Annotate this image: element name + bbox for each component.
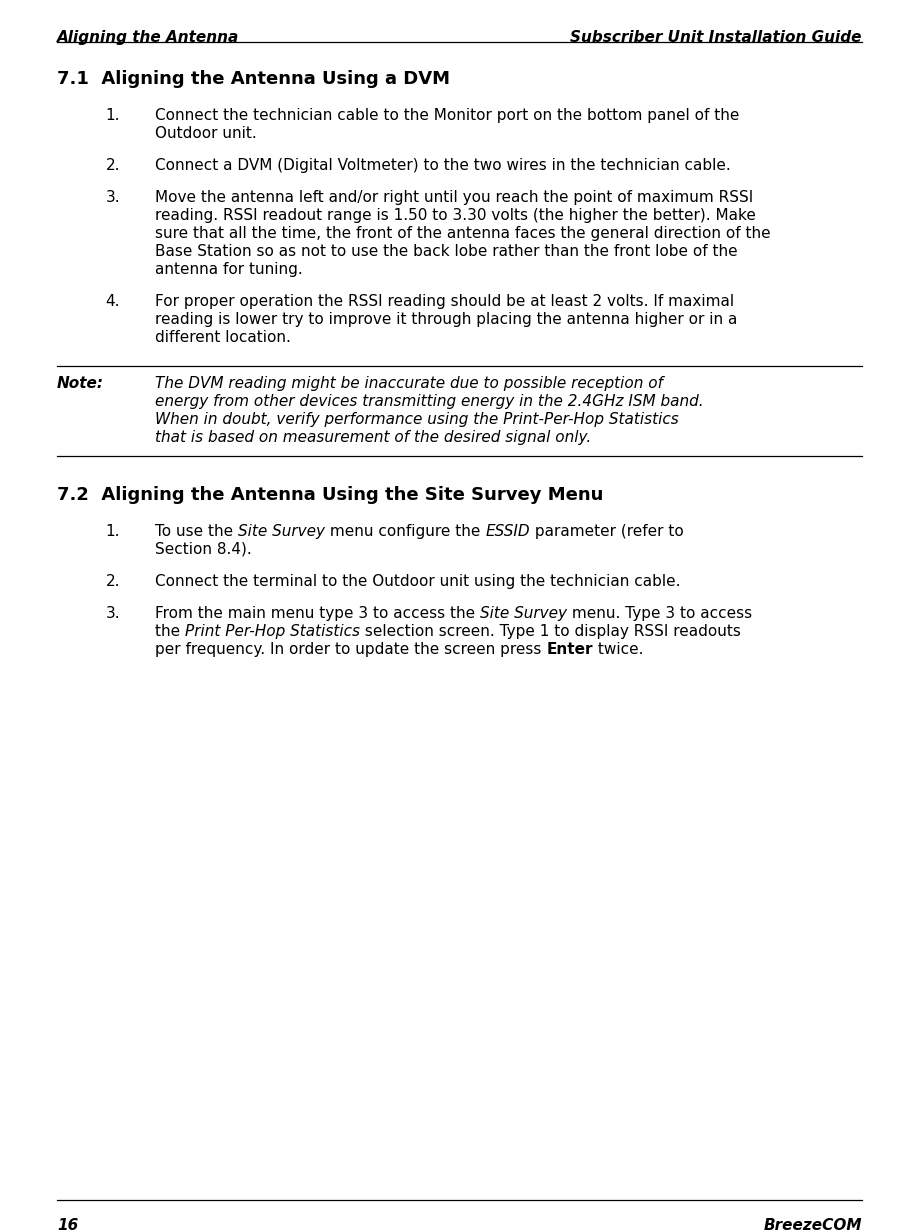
Text: Base Station so as not to use the back lobe rather than the front lobe of the: Base Station so as not to use the back l… bbox=[155, 244, 738, 259]
Text: Subscriber Unit Installation Guide: Subscriber Unit Installation Guide bbox=[570, 30, 862, 46]
Text: sure that all the time, the front of the antenna faces the general direction of : sure that all the time, the front of the… bbox=[155, 225, 770, 241]
Text: 3.: 3. bbox=[106, 190, 120, 205]
Text: Enter: Enter bbox=[547, 642, 593, 657]
Text: BreezeCOM: BreezeCOM bbox=[763, 1218, 862, 1232]
Text: Site Survey: Site Survey bbox=[480, 606, 567, 621]
Text: energy from other devices transmitting energy in the 2.4GHz ISM band.: energy from other devices transmitting e… bbox=[155, 394, 704, 409]
Text: the: the bbox=[155, 623, 185, 639]
Text: antenna for tuning.: antenna for tuning. bbox=[155, 262, 303, 277]
Text: Site Survey: Site Survey bbox=[238, 524, 325, 540]
Text: Note:: Note: bbox=[57, 376, 104, 391]
Text: reading is lower try to improve it through placing the antenna higher or in a: reading is lower try to improve it throu… bbox=[155, 312, 737, 326]
Text: that is based on measurement of the desired signal only.: that is based on measurement of the desi… bbox=[155, 430, 591, 445]
Text: 4.: 4. bbox=[106, 294, 120, 309]
Text: 2.: 2. bbox=[106, 158, 120, 172]
Text: Section 8.4).: Section 8.4). bbox=[155, 542, 252, 557]
Text: 1.: 1. bbox=[106, 524, 120, 540]
Text: To use the: To use the bbox=[155, 524, 238, 540]
Text: 1.: 1. bbox=[106, 108, 120, 123]
Text: When in doubt, verify performance using the Print-Per-Hop Statistics: When in doubt, verify performance using … bbox=[155, 411, 678, 428]
Text: 2.: 2. bbox=[106, 574, 120, 589]
Text: different location.: different location. bbox=[155, 330, 290, 345]
Text: The DVM reading might be inaccurate due to possible reception of: The DVM reading might be inaccurate due … bbox=[155, 376, 663, 391]
Text: 7.1  Aligning the Antenna Using a DVM: 7.1 Aligning the Antenna Using a DVM bbox=[57, 70, 450, 87]
Text: Connect a DVM (Digital Voltmeter) to the two wires in the technician cable.: Connect a DVM (Digital Voltmeter) to the… bbox=[155, 158, 731, 172]
Text: menu. Type 3 to access: menu. Type 3 to access bbox=[567, 606, 752, 621]
Text: 7.2  Aligning the Antenna Using the Site Survey Menu: 7.2 Aligning the Antenna Using the Site … bbox=[57, 485, 603, 504]
Text: Connect the technician cable to the Monitor port on the bottom panel of the: Connect the technician cable to the Moni… bbox=[155, 108, 740, 123]
Text: per frequency. In order to update the screen press: per frequency. In order to update the sc… bbox=[155, 642, 547, 657]
Text: twice.: twice. bbox=[593, 642, 643, 657]
Text: selection screen. Type 1 to display RSSI readouts: selection screen. Type 1 to display RSSI… bbox=[360, 623, 741, 639]
Text: Aligning the Antenna: Aligning the Antenna bbox=[57, 30, 239, 46]
Text: Print Per-Hop Statistics: Print Per-Hop Statistics bbox=[185, 623, 360, 639]
Text: For proper operation the RSSI reading should be at least 2 volts. If maximal: For proper operation the RSSI reading sh… bbox=[155, 294, 734, 309]
Text: From the main menu type 3 to access the: From the main menu type 3 to access the bbox=[155, 606, 480, 621]
Text: Move the antenna left and/or right until you reach the point of maximum RSSI: Move the antenna left and/or right until… bbox=[155, 190, 753, 205]
Text: ESSID: ESSID bbox=[485, 524, 529, 540]
Text: 16: 16 bbox=[57, 1218, 78, 1232]
Text: menu configure the: menu configure the bbox=[325, 524, 485, 540]
Text: Connect the terminal to the Outdoor unit using the technician cable.: Connect the terminal to the Outdoor unit… bbox=[155, 574, 680, 589]
Text: Outdoor unit.: Outdoor unit. bbox=[155, 126, 257, 140]
Text: 3.: 3. bbox=[106, 606, 120, 621]
Text: parameter (refer to: parameter (refer to bbox=[529, 524, 684, 540]
Text: reading. RSSI readout range is 1.50 to 3.30 volts (the higher the better). Make: reading. RSSI readout range is 1.50 to 3… bbox=[155, 208, 756, 223]
